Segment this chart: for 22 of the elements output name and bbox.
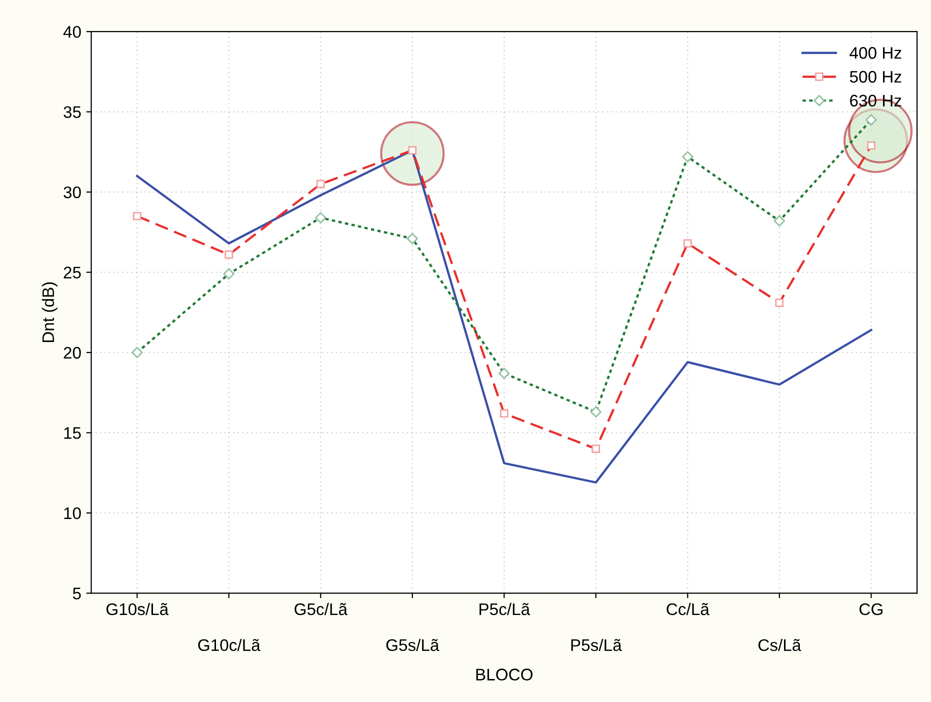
x-tick-label: Cc/Lã [666,602,710,616]
y-tick-label: 25 [64,266,81,278]
x-tick-label: CG [860,603,882,616]
y-tick-label: 20 [64,346,81,359]
x-tick-label: G5c/Lã [294,602,348,616]
x-tick-label: P5c/Lã [480,602,530,616]
y-axis-title: Dnt (dB) [42,282,58,342]
y-tick-label: 10 [64,507,81,520]
x-tick-label: G10s/Lã [106,602,169,616]
x-tick-label: G10c/Lã [198,638,260,652]
x-tick-label: G5s/Lã [386,638,440,652]
x-axis-title: BLOCO [476,668,533,680]
y-tick-label: 5 [72,588,81,600]
y-tick-label: 15 [64,427,81,439]
x-tick-label: Cs/Lã [758,638,802,652]
legend-label: 630 Hz [850,94,902,107]
y-tick-label: 30 [64,186,81,198]
legend-label: 500 Hz [850,70,902,83]
x-tick-label: P5s/Lã [571,638,622,652]
y-tick-label: 35 [64,106,81,118]
y-tick-label: 40 [63,26,81,38]
legend-label: 400 Hz [850,47,902,59]
